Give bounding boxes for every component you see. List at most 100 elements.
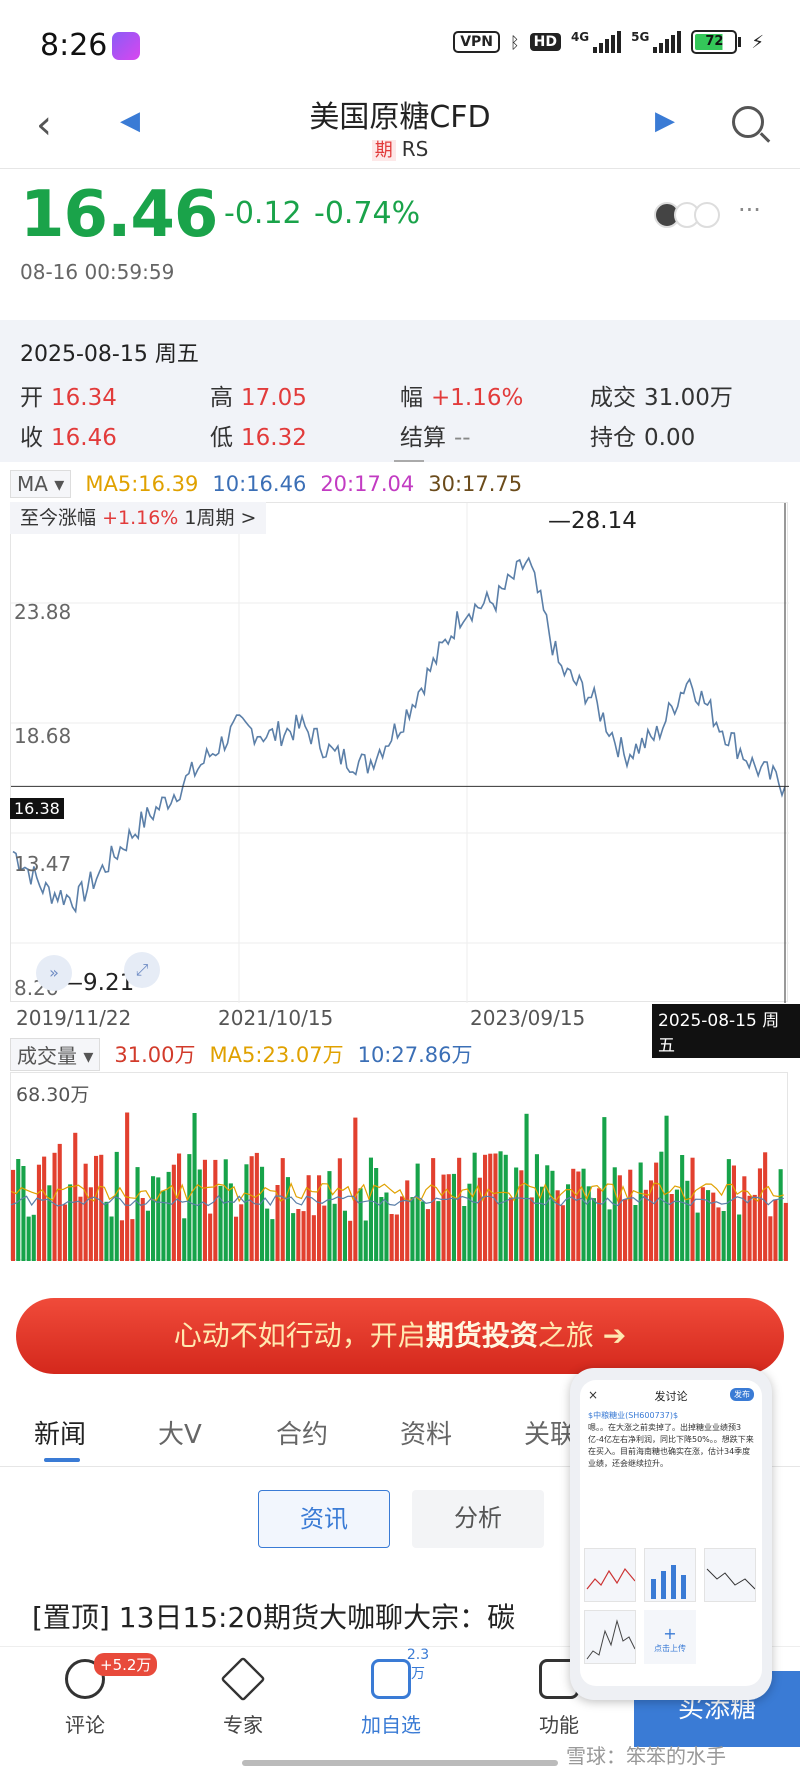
net1-label: 4G [570,30,590,44]
post-preview: 发讨论 × 发布 $中粮糖业(SH600737)$ 嗯。。在大涨之前卖掉了。出掉… [580,1380,762,1686]
subtab-analysis[interactable]: 分析 [412,1490,544,1548]
page-header: 美国原糖CFD 期 RS ‹ ◀ ▶ [0,92,800,170]
volume-bar [747,1195,752,1261]
floating-post-window[interactable]: 发讨论 × 发布 $中粮糖业(SH600737)$ 嗯。。在大涨之前卖掉了。出掉… [570,1368,772,1700]
comment-badge: +5.2万 [94,1653,158,1676]
volume-bar [156,1177,161,1261]
tab-bigv[interactable]: 大V [158,1420,202,1450]
high-item: 高 17.05 [210,385,307,411]
volume-bar [607,1209,612,1261]
volume-bar [555,1190,560,1261]
hd-icon: HD [529,33,561,51]
pinned-news-title[interactable]: [置顶] 13日15:20期货大咖聊大宗：碳 [32,1601,516,1634]
volume-bar [249,1156,254,1261]
volume-bar [420,1201,425,1261]
volume-bar [405,1180,410,1261]
volume-bar [202,1159,207,1261]
volume-chart[interactable] [10,1072,788,1261]
nav-expert[interactable]: 专家 [198,1656,288,1738]
volume-chart-svg [10,1112,788,1261]
publish-button[interactable]: 发布 [730,1388,754,1401]
image-thumbnail[interactable] [704,1548,756,1602]
subtab-news[interactable]: 资讯 [258,1490,390,1548]
volume-bar [591,1198,596,1261]
image-thumbnail[interactable] [584,1548,636,1602]
volume-bar [327,1171,332,1261]
volume-bar [68,1184,73,1261]
next-stock-icon[interactable]: ▶ [655,106,675,136]
tab-info[interactable]: 资料 [400,1420,453,1450]
volume-bar [581,1168,586,1261]
volume-bar [425,1209,430,1261]
search-icon[interactable] [732,106,764,138]
prev-stock-icon[interactable]: ◀ [120,106,140,136]
more-icon[interactable]: ··· [738,196,761,224]
image-thumbnail[interactable] [584,1610,636,1664]
nav-function[interactable]: 功能 [514,1659,604,1738]
ma10-value: 10:16.46 [212,472,307,496]
volume-bar [389,1214,394,1261]
close-icon[interactable]: × [588,1388,599,1402]
volume-bar [21,1166,26,1261]
follower-avatars[interactable] [654,202,720,228]
volume-bar [114,1151,119,1261]
volume-bar [757,1168,762,1261]
volume-bar [685,1180,690,1261]
tab-news[interactable]: 新闻 [34,1420,87,1450]
fullscreen-icon[interactable]: ⤢ [124,952,160,988]
settle-item: 结算 -- [400,425,471,451]
since-change-badge[interactable]: 至今涨幅 +1.16% 1周期 > [10,502,267,534]
volume-bar [291,1213,296,1261]
volume-max-label: 68.30万 [16,1084,90,1106]
volume-bar [508,1197,513,1261]
y-axis-label: 23.88 [14,600,72,624]
volume-bar [493,1153,498,1261]
volume-selector[interactable]: 成交量 ▾ [10,1037,101,1071]
volume-bar [669,1194,674,1261]
price-chart[interactable] [10,502,789,1003]
volume-bar [716,1207,721,1261]
post-stock-link[interactable]: $中粮糖业(SH600737)$ [588,1411,679,1420]
tab-contract[interactable]: 合约 [276,1420,329,1450]
volume-bar [483,1154,488,1261]
volume-bar [36,1164,41,1261]
ma20-value: 20:17.04 [320,472,415,496]
upload-image-button[interactable]: + 点击上传 [644,1610,696,1664]
x-axis-label: 2023/09/15 [470,1006,586,1030]
home-indicator[interactable] [242,1760,558,1766]
volume-bar [368,1157,373,1261]
volume-bar [265,1208,270,1261]
volume-bar [197,1169,202,1261]
nav-comment[interactable]: 评论 +5.2万 [40,1653,158,1738]
x-axis-label: 2021/10/15 [218,1006,334,1030]
popup-title: 发讨论 [654,1390,688,1403]
vpn-icon: VPN [453,31,500,53]
ma30-value: 30:17.75 [428,472,523,496]
volume-bar [161,1190,166,1261]
expand-left-icon[interactable]: » [36,955,72,991]
volume-bar [778,1169,783,1261]
promo-banner[interactable]: 心动不如行动，开启期货投资之旅 ➔ [16,1298,784,1374]
content-tabs: 新闻 大V 合约 资料 关联 [0,1404,800,1464]
image-thumbnail[interactable] [644,1548,696,1602]
volume-bar [700,1187,705,1261]
volume-bar [726,1159,731,1261]
volume-bar [260,1166,265,1261]
x-axis-label: 2019/11/22 [16,1006,132,1030]
low-item: 低 16.32 [210,425,307,451]
volume-bar [633,1205,638,1261]
volume-bar [145,1210,150,1261]
amplitude-item: 幅 +1.16% [400,385,524,411]
volume-bar [763,1152,768,1261]
volume-ma10-line [10,1195,784,1207]
max-price-label: —28.14 [548,508,637,534]
ma-selector[interactable]: MA ▾ [10,470,72,498]
volume-bar [322,1205,327,1261]
back-icon[interactable]: ‹ [36,102,52,148]
volume-bar [109,1216,114,1261]
tab-related[interactable]: 关联 [524,1420,577,1450]
volume-bar [213,1159,218,1261]
nav-add-watch[interactable]: 加自选 2.3万 [346,1647,436,1738]
volume-bar [737,1214,742,1261]
volume-ma5: MA5:23.07万 [209,1043,344,1067]
